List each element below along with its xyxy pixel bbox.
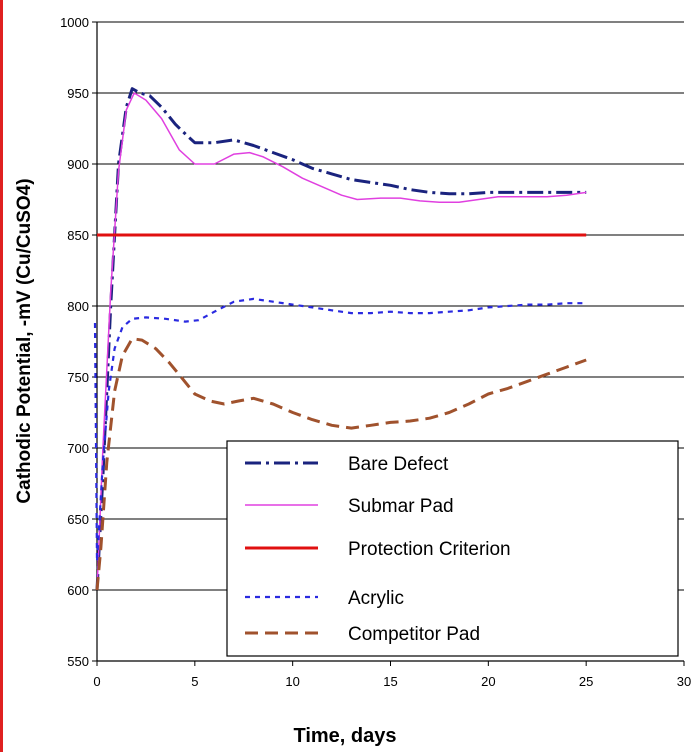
x-axis-label: Time, days (293, 725, 396, 747)
y-tick-label: 600 (67, 583, 89, 598)
legend: Bare Defect Submar Pad Protection Criterio… (226, 440, 679, 657)
y-tick-label: 1000 (60, 15, 89, 30)
x-tick-label: 5 (191, 674, 198, 689)
x-tick-label: 0 (93, 674, 100, 689)
y-tick-label: 650 (67, 512, 89, 527)
x-tick-label: 25 (579, 674, 593, 689)
series-line-bare-defect (95, 87, 587, 591)
left-border-stripe (0, 0, 3, 752)
series-line-acrylic (93, 297, 587, 563)
y-tick-label: 700 (67, 441, 89, 456)
legend-label: Acrylic (348, 588, 404, 609)
y-tick-label: 750 (67, 370, 89, 385)
x-tick-label: 15 (383, 674, 397, 689)
legend-label: Submar Pad (348, 496, 454, 517)
x-tick-label: 20 (481, 674, 495, 689)
y-tick-label: 900 (67, 157, 89, 172)
legend-label: Protection Criterion (348, 539, 511, 560)
y-tick-label: 800 (67, 299, 89, 314)
x-tick-label: 30 (677, 674, 691, 689)
y-tick-label: 850 (67, 228, 89, 243)
legend-label: Bare Defect (348, 454, 449, 475)
y-tick-label: 550 (67, 654, 89, 669)
series-line-submar-pad (96, 92, 587, 591)
series-line-competitor-pad (95, 337, 587, 591)
legend-label: Competitor Pad (348, 624, 480, 645)
data-series (93, 87, 587, 591)
x-tick-label: 10 (285, 674, 299, 689)
y-axis-label: Cathodic Potential, -mV (Cu/CuSO4) (14, 178, 35, 503)
x-tick-labels: 0 5 10 15 20 25 30 (93, 674, 691, 689)
y-tick-label: 950 (67, 86, 89, 101)
y-tick-labels: 550 600 650 700 750 800 850 900 950 1000 (60, 15, 89, 669)
